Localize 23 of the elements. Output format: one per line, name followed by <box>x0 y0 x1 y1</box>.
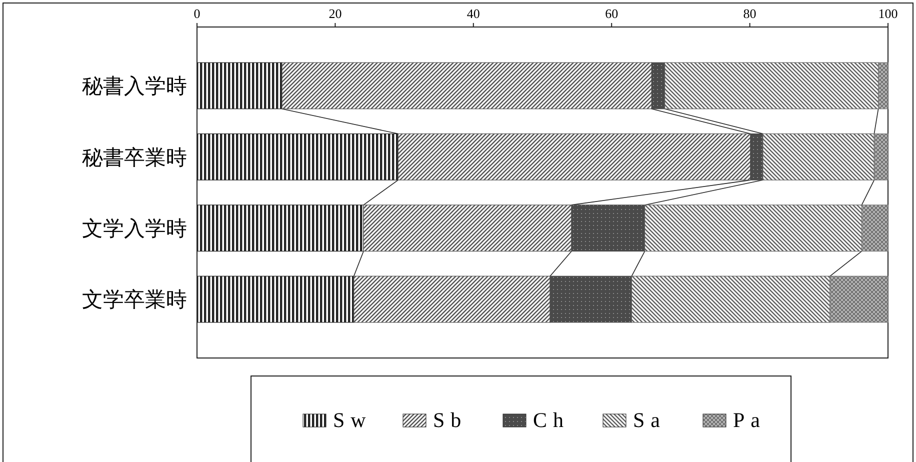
y-tick-label: 秘書入学時 <box>82 74 187 98</box>
bar <box>878 62 888 110</box>
bar <box>631 276 830 323</box>
legend-label: Pa <box>733 408 766 432</box>
bar <box>762 133 874 180</box>
x-tick-label: 40 <box>466 6 480 21</box>
x-tick-label: 0 <box>194 6 200 21</box>
bar <box>830 276 888 323</box>
x-tick-label: 20 <box>328 6 342 21</box>
legend-label: Ch <box>533 408 570 432</box>
y-tick-label: 文学入学時 <box>82 216 187 240</box>
x-tick-label: 80 <box>743 6 756 21</box>
bar <box>644 204 862 252</box>
bar <box>874 133 888 180</box>
legend-label: Sw <box>333 408 372 432</box>
y-tick-label: 文学卒業時 <box>82 288 187 312</box>
bar <box>861 204 888 252</box>
legend-label: Sa <box>633 408 666 432</box>
x-tick-label: 60 <box>605 6 618 21</box>
x-tick-label: 100 <box>878 6 898 21</box>
legend-label: Sb <box>433 408 468 432</box>
y-tick-label: 秘書卒業時 <box>82 145 187 170</box>
bar <box>664 62 879 110</box>
